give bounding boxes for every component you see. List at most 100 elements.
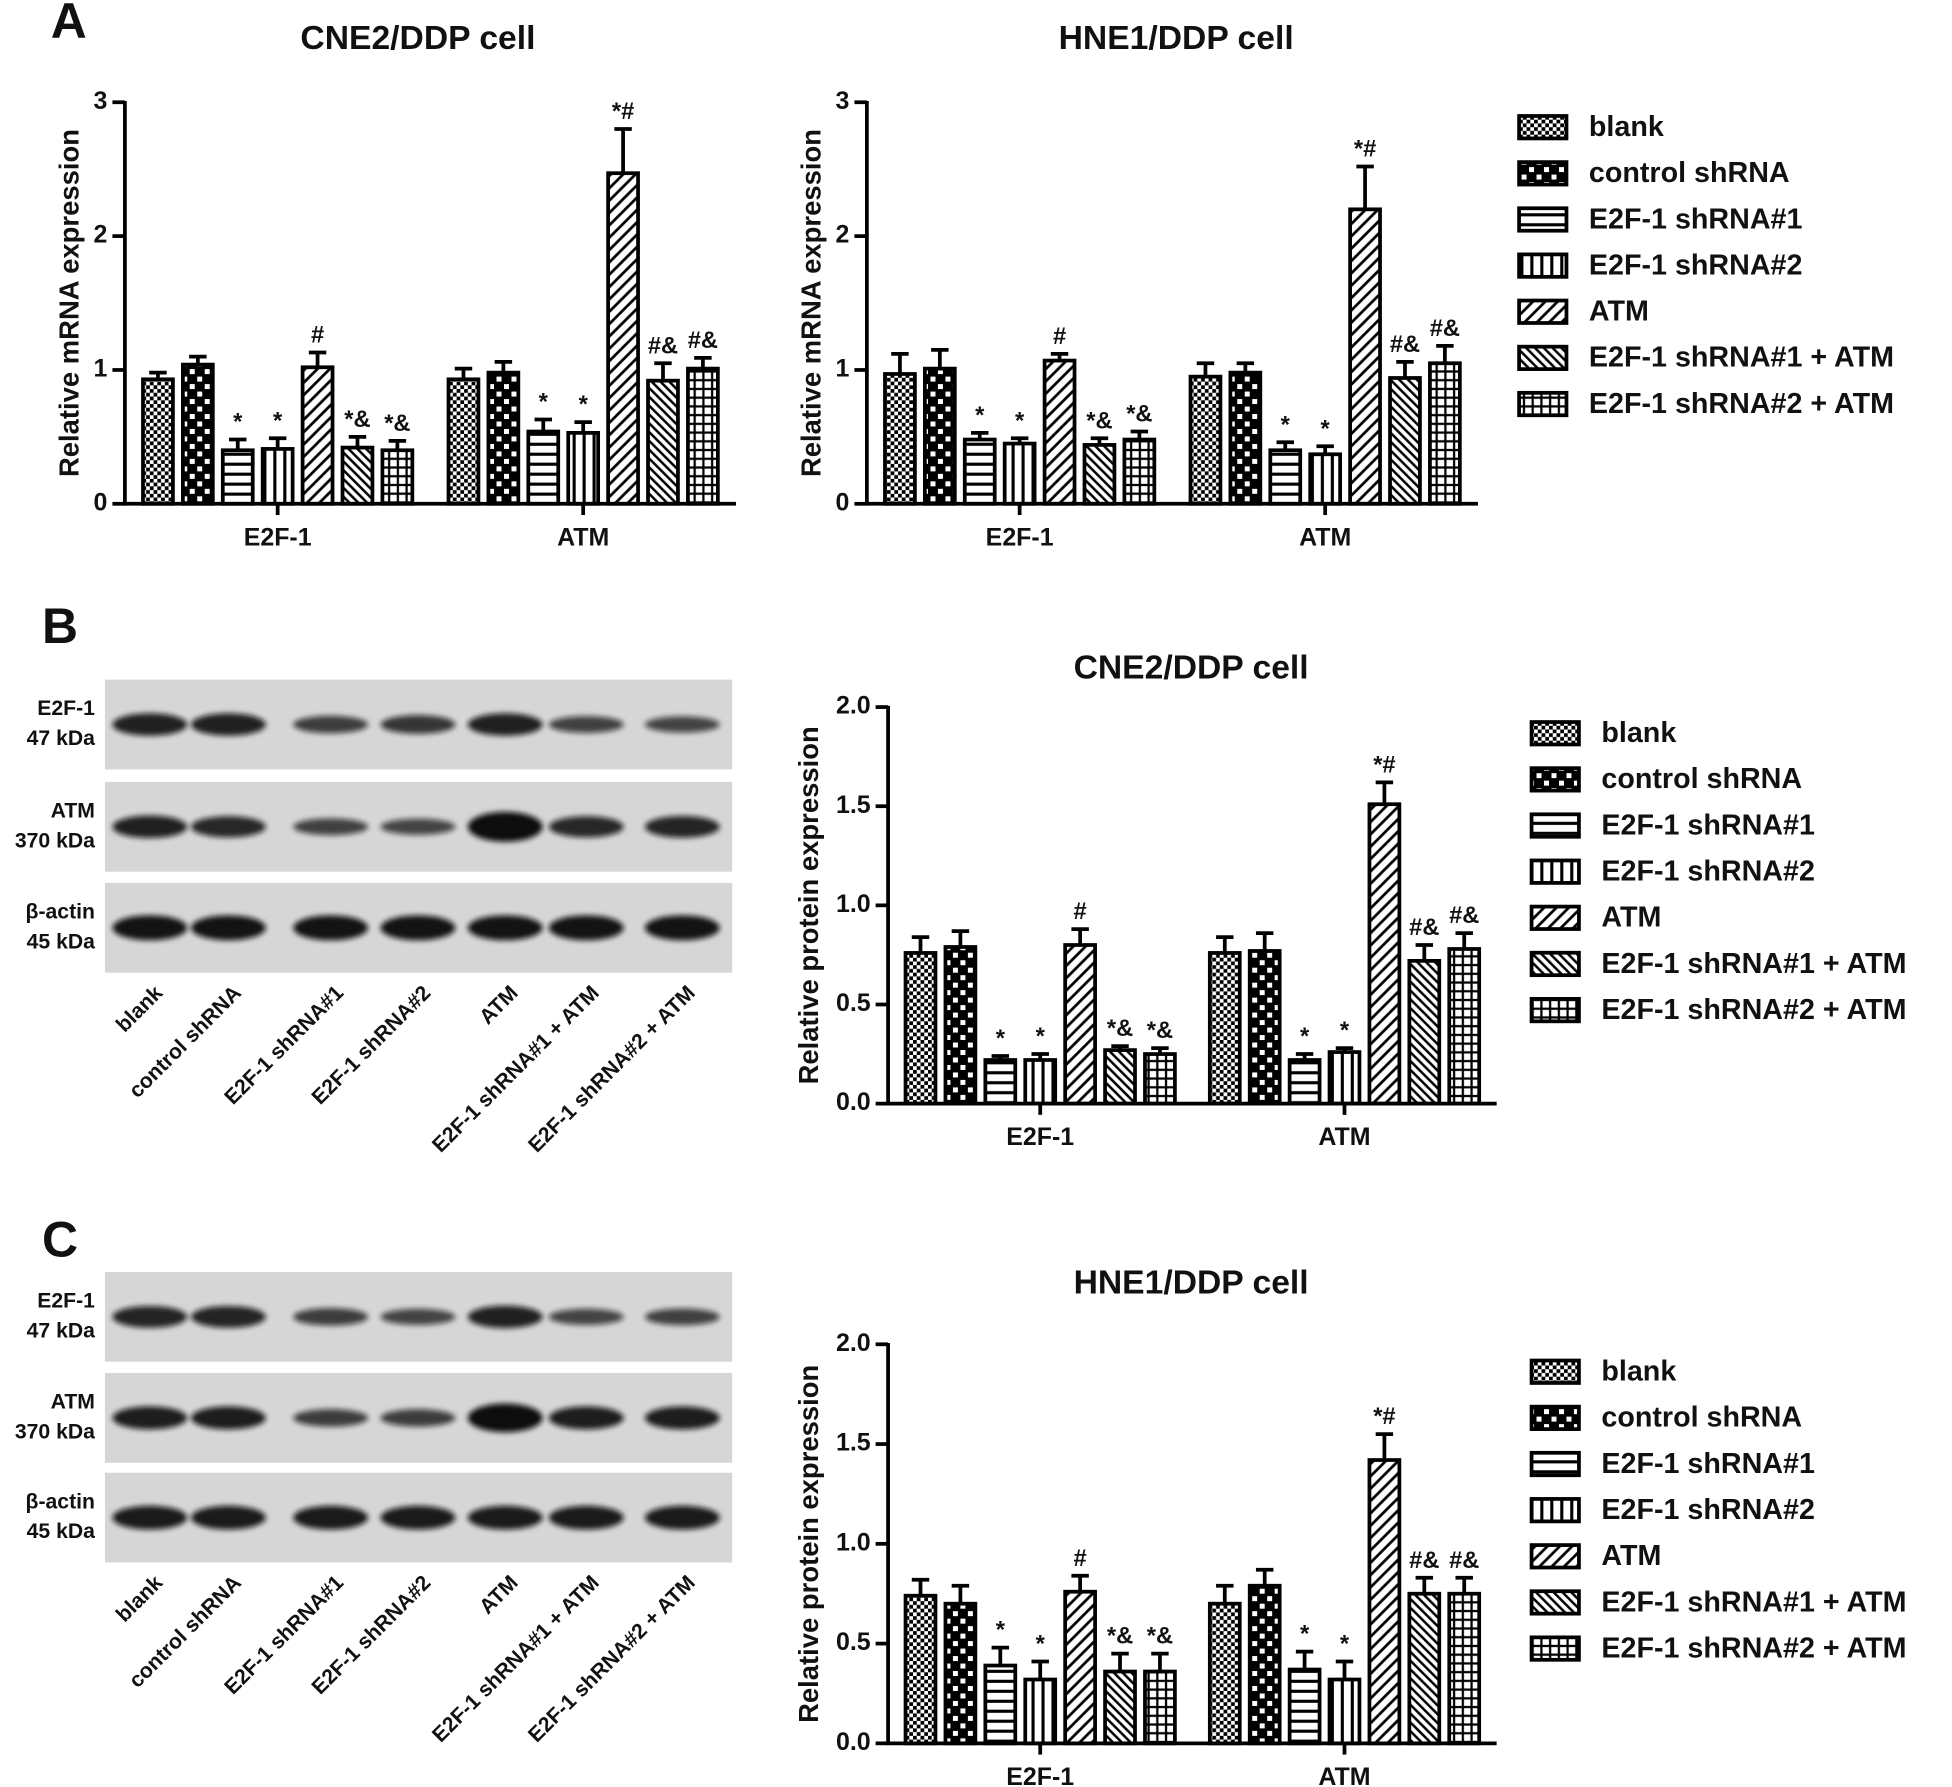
blot-band (190, 1406, 266, 1430)
y-axis-label: Relative protein expression (793, 1365, 824, 1723)
x-tick-label: E2F-1 (986, 523, 1054, 551)
blot-band (112, 815, 188, 839)
legend-swatch (1517, 114, 1569, 141)
blot-lane-label: E2F-1 shRNA#1 + ATM (428, 1571, 604, 1747)
blot-band (380, 1409, 456, 1427)
blot-lane-label: blank (112, 1571, 168, 1627)
x-tick-label: ATM (1318, 1123, 1370, 1151)
legend-swatch (1529, 1543, 1581, 1570)
bar (1268, 448, 1303, 506)
significance-mark: #& (1449, 1548, 1479, 1574)
legend-label: ATM (1601, 902, 1661, 934)
legend-label: E2F-1 shRNA#1 + ATM (1601, 1586, 1906, 1618)
bar (181, 362, 215, 506)
blot-lane-label: E2F-1 shRNA#1 + ATM (428, 981, 604, 1157)
bar (300, 365, 335, 506)
blot-band (293, 915, 369, 941)
blot-band (112, 1305, 188, 1328)
bar (1082, 443, 1117, 506)
blot-band (548, 1308, 624, 1325)
legend-label: E2F-1 shRNA#2 + ATM (1601, 1632, 1906, 1664)
blot-band (467, 1305, 543, 1329)
legend-label: control shRNA (1589, 157, 1790, 189)
bar (1143, 1669, 1177, 1746)
blot-band (380, 818, 456, 835)
x-tick-label: E2F-1 (1006, 1123, 1074, 1151)
bar (1002, 441, 1037, 506)
bar (943, 945, 978, 1106)
legend-swatch (1529, 858, 1581, 885)
legend-swatch (1517, 390, 1569, 418)
blot-band (112, 1406, 188, 1430)
legend-label: E2F-1 shRNA#2 (1601, 856, 1815, 888)
legend-label: E2F-1 shRNA#1 + ATM (1601, 948, 1906, 980)
blot-row-name: E2F-1 (37, 1289, 95, 1312)
y-axis-label: Relative mRNA expression (54, 129, 85, 477)
y-axis-label: Relative mRNA expression (796, 129, 827, 477)
bar (983, 1058, 1018, 1106)
bar (1247, 1583, 1282, 1746)
significance-mark: *& (1126, 402, 1152, 428)
bar (1122, 437, 1157, 506)
y-tick-label: 1.0 (836, 890, 871, 918)
significance-mark: * (996, 1618, 1006, 1644)
legend-label: E2F-1 shRNA#2 + ATM (1589, 388, 1894, 420)
blot-lane-label: E2F-1 shRNA#2 + ATM (524, 981, 700, 1157)
x-tick-label: E2F-1 (1006, 1763, 1074, 1787)
significance-mark: #& (1390, 332, 1420, 358)
legend-label: E2F-1 shRNA#1 (1601, 809, 1815, 841)
blot-band (190, 713, 266, 736)
blot-lane-label: ATM (475, 981, 523, 1029)
y-tick-label: 0.0 (836, 1728, 871, 1756)
significance-mark: *& (1086, 408, 1112, 434)
legend-swatch (1517, 206, 1569, 233)
y-tick-label: 2 (94, 221, 108, 249)
significance-mark: * (1281, 412, 1291, 438)
blot-band (467, 1403, 543, 1433)
significance-mark: *& (1107, 1016, 1133, 1042)
y-tick-label: 0 (94, 488, 108, 516)
bar (962, 437, 997, 506)
bar (1407, 1591, 1442, 1746)
legend-swatch (1529, 1358, 1581, 1385)
legend-swatch (1529, 720, 1581, 747)
bar (526, 429, 561, 506)
significance-mark: * (579, 392, 589, 418)
blot-row-size: 370 kDa (15, 829, 95, 852)
blot-band (190, 1505, 266, 1530)
y-tick-label: 0.5 (836, 989, 871, 1017)
blot-band (644, 1406, 720, 1430)
y-axis-label: Relative protein expression (793, 726, 824, 1084)
significance-mark: * (1340, 1632, 1350, 1658)
blot-band (548, 816, 624, 838)
significance-mark: *& (1107, 1624, 1133, 1650)
blot-band (293, 1308, 369, 1326)
bar (1207, 951, 1242, 1106)
bar (1103, 1048, 1137, 1106)
legend-swatch (1529, 1450, 1581, 1478)
legend-swatch (1529, 1635, 1581, 1662)
legend-swatch (1529, 904, 1581, 931)
bar (1348, 207, 1382, 506)
y-tick-label: 2.0 (836, 692, 871, 720)
blot-band (380, 1308, 456, 1325)
panel-letter: C (42, 1211, 78, 1267)
bar (1207, 1601, 1242, 1746)
significance-mark: *& (344, 407, 370, 433)
legend-label: E2F-1 shRNA#2 (1589, 249, 1803, 281)
blot-row-name: ATM (51, 1391, 95, 1414)
significance-mark: #& (648, 333, 678, 359)
bar (1367, 1458, 1402, 1746)
bar (1103, 1669, 1137, 1746)
legend-label: E2F-1 shRNA#1 (1589, 203, 1803, 235)
blot-band (467, 1505, 543, 1530)
bar (1228, 370, 1263, 506)
y-tick-label: 1 (836, 355, 850, 383)
y-tick-label: 1.5 (836, 791, 871, 819)
bar (260, 447, 295, 506)
chart-title: HNE1/DDP cell (1059, 20, 1294, 57)
significance-mark: * (273, 408, 283, 434)
bar (1143, 1052, 1177, 1106)
legend-swatch (1529, 997, 1581, 1024)
legend-swatch (1517, 160, 1569, 187)
